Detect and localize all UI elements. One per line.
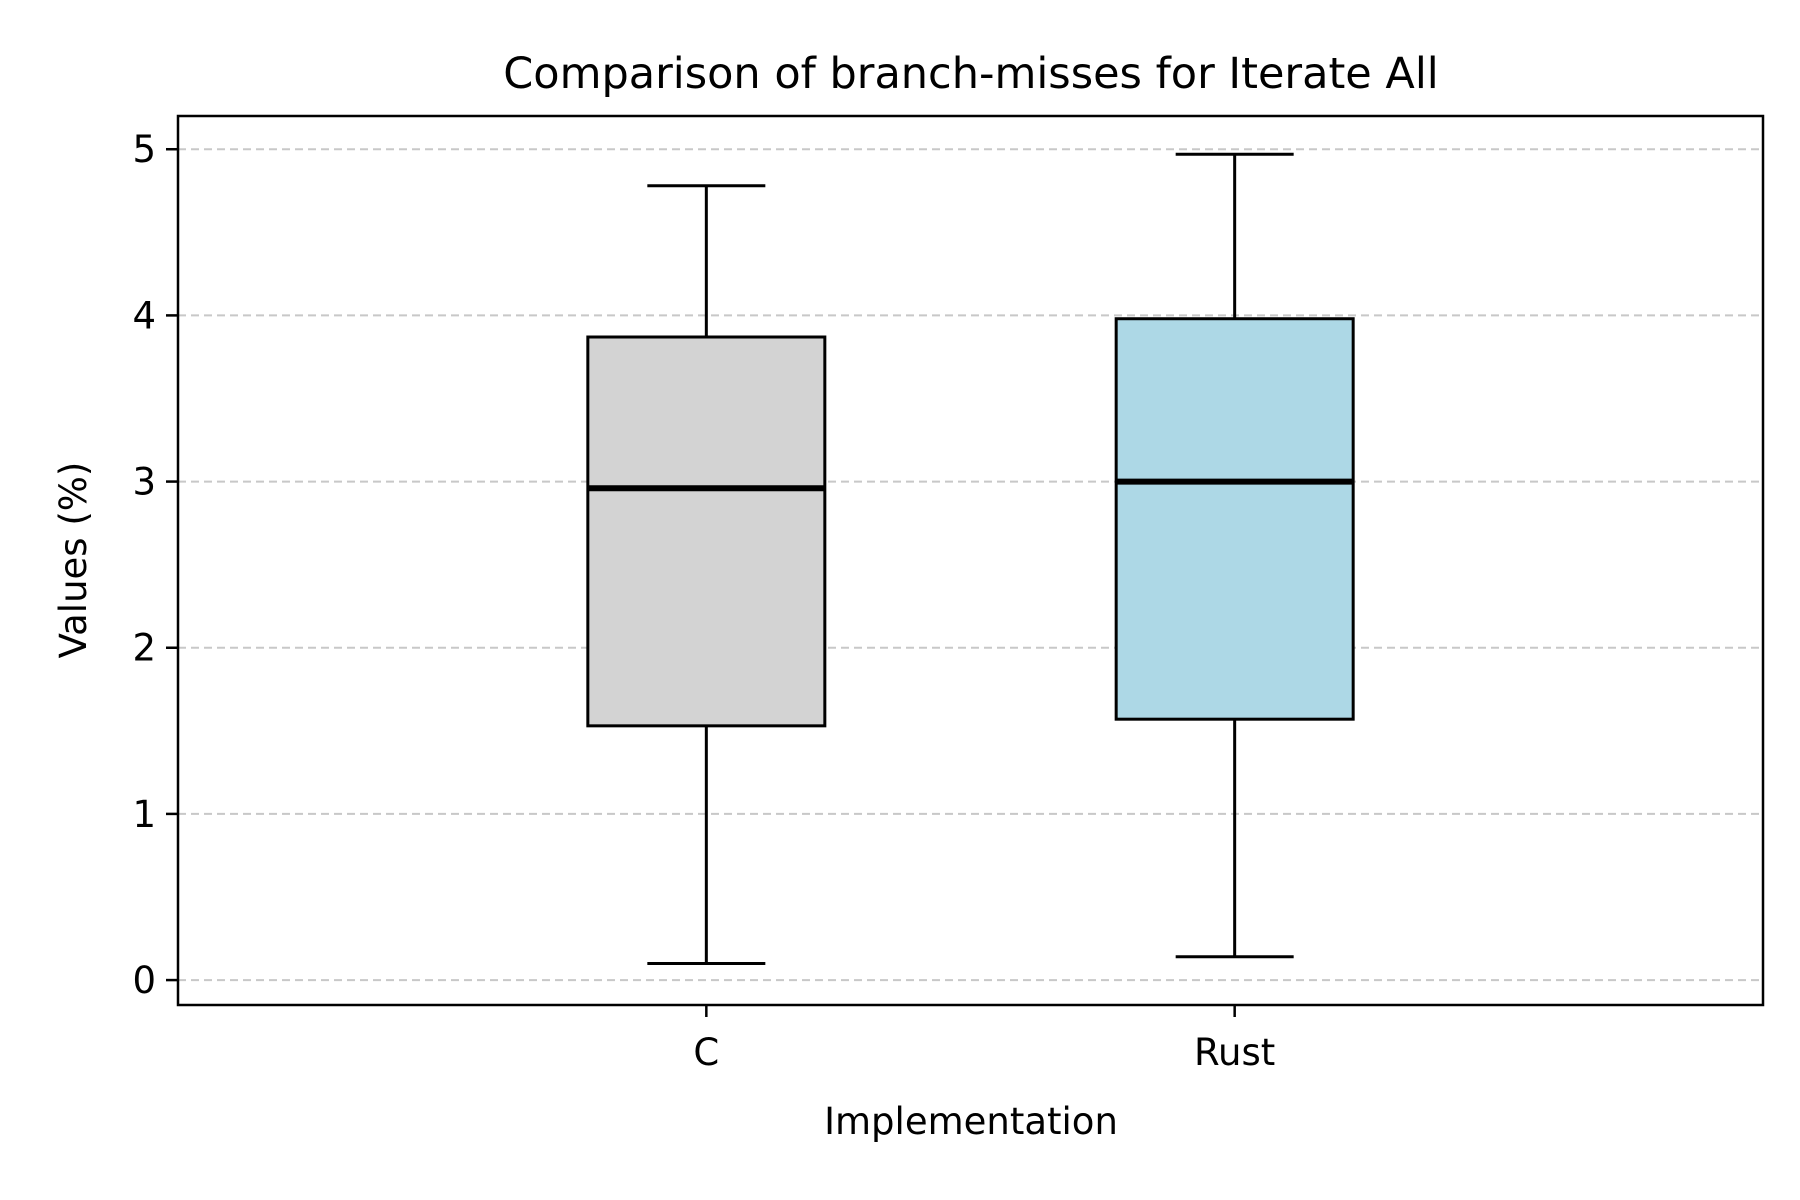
y-tick-label: 2 <box>132 627 156 670</box>
x-axis-label: Implementation <box>824 1100 1118 1143</box>
iqr-box <box>1114 317 1355 721</box>
y-tick-label: 1 <box>132 793 156 836</box>
x-tick-label: Rust <box>1194 1031 1275 1074</box>
y-axis-label: Values (%) <box>52 462 95 659</box>
y-tick-label: 4 <box>132 294 156 337</box>
y-tick-label: 5 <box>132 128 156 171</box>
x-axis-ticks: C Rust <box>693 1005 1275 1074</box>
box-rust <box>1114 152 1355 959</box>
plot-area-frame <box>176 114 1765 1007</box>
y-tick-label: 3 <box>132 461 156 504</box>
y-tick-label: 0 <box>132 959 156 1002</box>
chart-title: Comparison of branch-misses for Iterate … <box>503 49 1439 99</box>
y-axis-ticks: 0 1 2 3 4 5 <box>132 128 178 1002</box>
x-tick-label: C <box>693 1031 719 1074</box>
grid-lines <box>178 148 1763 982</box>
boxes <box>586 152 1355 965</box>
iqr-box <box>586 335 827 728</box>
box-c <box>586 184 827 965</box>
